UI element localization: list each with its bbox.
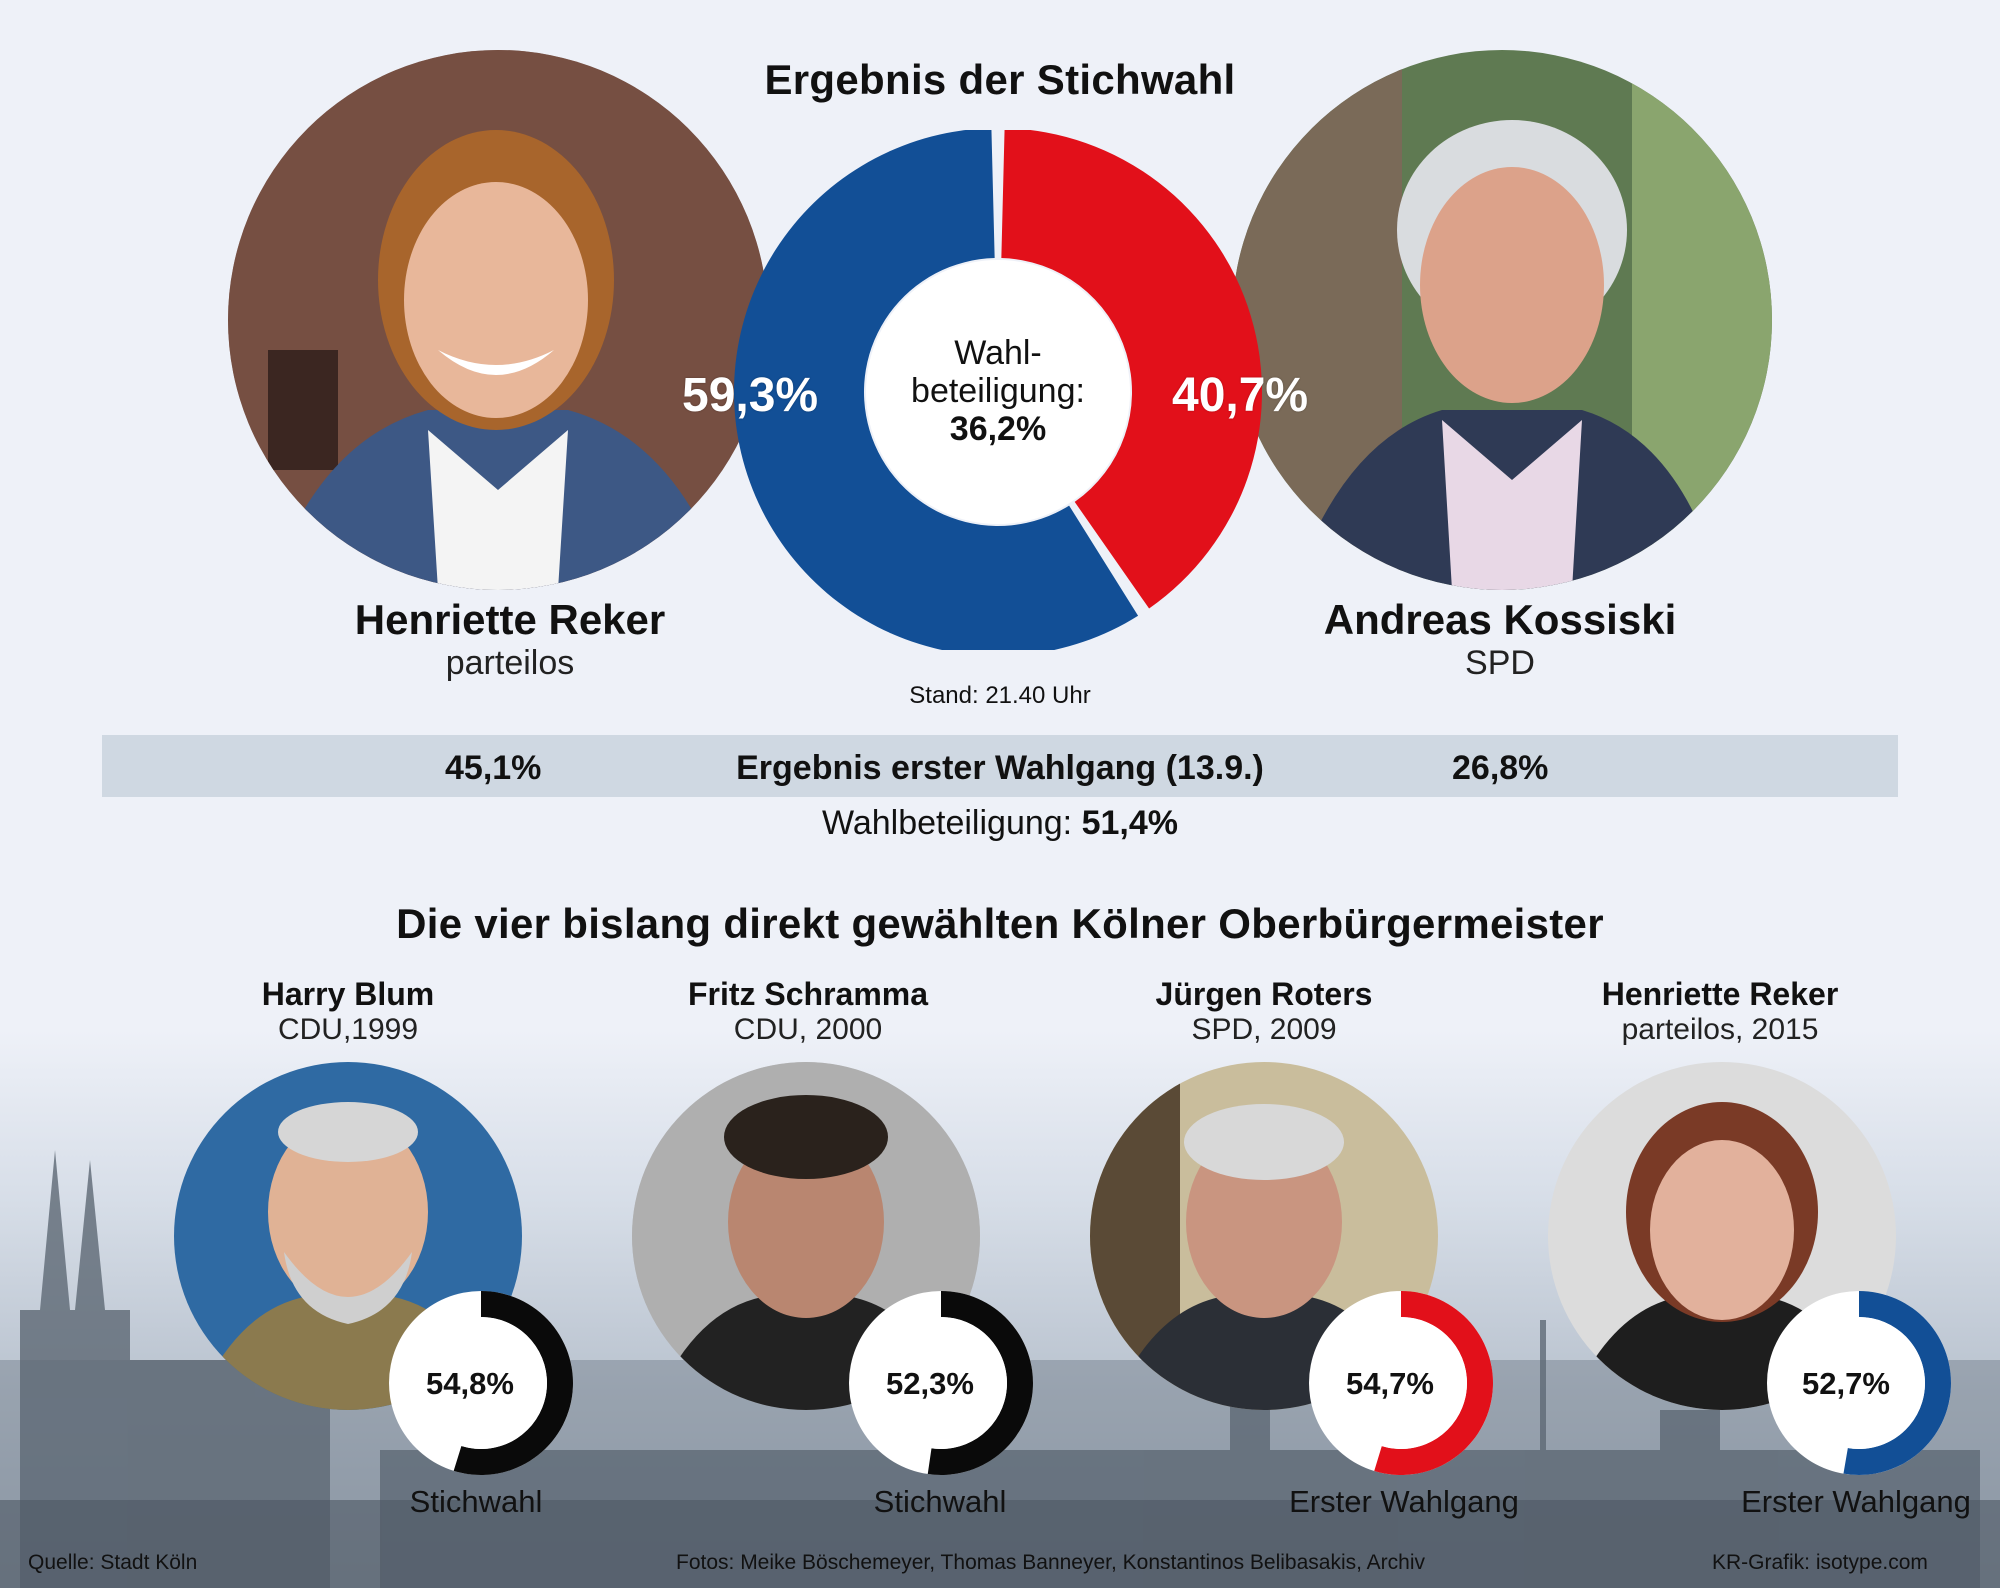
turnout-line1: Wahl- xyxy=(954,334,1042,372)
mini-pct-4: 52,7% xyxy=(1802,1366,1890,1401)
mayors-section-title: Die vier bislang direkt gewählten Kölner… xyxy=(396,900,1604,947)
mayor-name: Henriette Reker xyxy=(1601,976,1839,1012)
mayor-header-4: Henriette Reker parteilos, 2015 xyxy=(1570,976,1870,1047)
candidate-party-right: SPD xyxy=(1465,644,1535,682)
main-donut-chart xyxy=(734,130,1262,650)
first-round-turnout-label: Wahlbeteiligung: xyxy=(822,804,1073,842)
mini-donut-slice xyxy=(453,1291,573,1475)
mini-donut-hole xyxy=(1335,1317,1467,1449)
mini-donut-slice xyxy=(1374,1291,1493,1475)
mini-donut-hole xyxy=(875,1317,1007,1449)
candidate-name-left: Henriette Reker xyxy=(354,596,666,643)
mayor-party-year: CDU, 2000 xyxy=(733,1013,883,1046)
mini-round-3: Erster Wahlgang xyxy=(1289,1484,1519,1519)
mayor-name: Fritz Schramma xyxy=(687,976,929,1012)
first-round-turnout: Wahlbeteiligung: 51,4% xyxy=(0,804,2000,843)
mini-donut-hole xyxy=(415,1317,547,1449)
mayor-party-year: CDU,1999 xyxy=(277,1013,419,1046)
footer-photo-credits: Fotos: Meike Böschemeyer, Thomas Banneye… xyxy=(676,1551,1425,1574)
mayor-party-year: SPD, 2009 xyxy=(1191,1013,1337,1046)
first-round-right-value: 26,8% xyxy=(1452,749,1549,787)
mayor-party-year: parteilos, 2015 xyxy=(1621,1013,1819,1046)
turnout-value: 36,2% xyxy=(949,410,1047,448)
mini-pct-2: 52,3% xyxy=(886,1366,974,1401)
donut-center-hole xyxy=(866,260,1130,524)
pct-right-candidate: 40,7% xyxy=(1172,369,1309,422)
status-time: Stand: 21.40 Uhr xyxy=(909,682,1091,709)
mini-pct-1: 54,8% xyxy=(426,1366,514,1401)
pct-left-candidate: 59,3% xyxy=(682,369,819,422)
turnout-center-label: Wahl- beteiligung: 36,2% xyxy=(878,334,1118,448)
mayor-header-1: Harry Blum CDU,1999 xyxy=(198,976,498,1047)
mini-donut-4 xyxy=(1767,1291,1951,1475)
mini-pct-3: 54,7% xyxy=(1346,1366,1434,1401)
mayor-photo-2 xyxy=(632,1062,980,1410)
candidate-name-right: Andreas Kossiski xyxy=(1323,596,1677,643)
mayor-header-3: Jürgen Roters SPD, 2009 xyxy=(1114,976,1414,1047)
footer-graphic-credit: KR-Grafik: isotype.com xyxy=(1712,1551,1928,1574)
mayor-photo-3 xyxy=(1090,1062,1438,1410)
donut-slice-reker xyxy=(734,130,1139,650)
mini-round-4: Erster Wahlgang xyxy=(1741,1484,1971,1519)
mini-round-2: Stichwahl xyxy=(873,1484,1007,1519)
mini-donut-3 xyxy=(1309,1291,1493,1475)
mini-donut-2 xyxy=(849,1291,1033,1475)
mayor-header-2: Fritz Schramma CDU, 2000 xyxy=(658,976,958,1047)
turnout-line2: beteiligung: xyxy=(911,372,1085,410)
chart-title: Ergebnis der Stichwahl xyxy=(764,56,1236,103)
donut-slice-kossiski xyxy=(1001,130,1262,609)
mini-round-1: Stichwahl xyxy=(409,1484,543,1519)
mini-donut-slice xyxy=(927,1291,1033,1475)
candidate-photo-right xyxy=(1232,50,1772,590)
first-round-bar: 45,1% Ergebnis erster Wahlgang (13.9.) 2… xyxy=(102,735,1898,797)
mini-donut-slice xyxy=(1843,1291,1951,1475)
mini-donut-hole xyxy=(1793,1317,1925,1449)
first-round-label: Ergebnis erster Wahlgang (13.9.) xyxy=(736,749,1264,787)
mayor-name: Harry Blum xyxy=(261,976,435,1012)
mini-donut-1 xyxy=(389,1291,573,1475)
candidate-party-left: parteilos xyxy=(445,644,575,682)
first-round-left-value: 45,1% xyxy=(445,749,542,787)
first-round-turnout-value: 51,4% xyxy=(1081,804,1178,842)
mayor-name: Jürgen Roters xyxy=(1155,976,1373,1012)
candidate-photo-left xyxy=(228,50,768,590)
footer-source: Quelle: Stadt Köln xyxy=(28,1551,198,1574)
